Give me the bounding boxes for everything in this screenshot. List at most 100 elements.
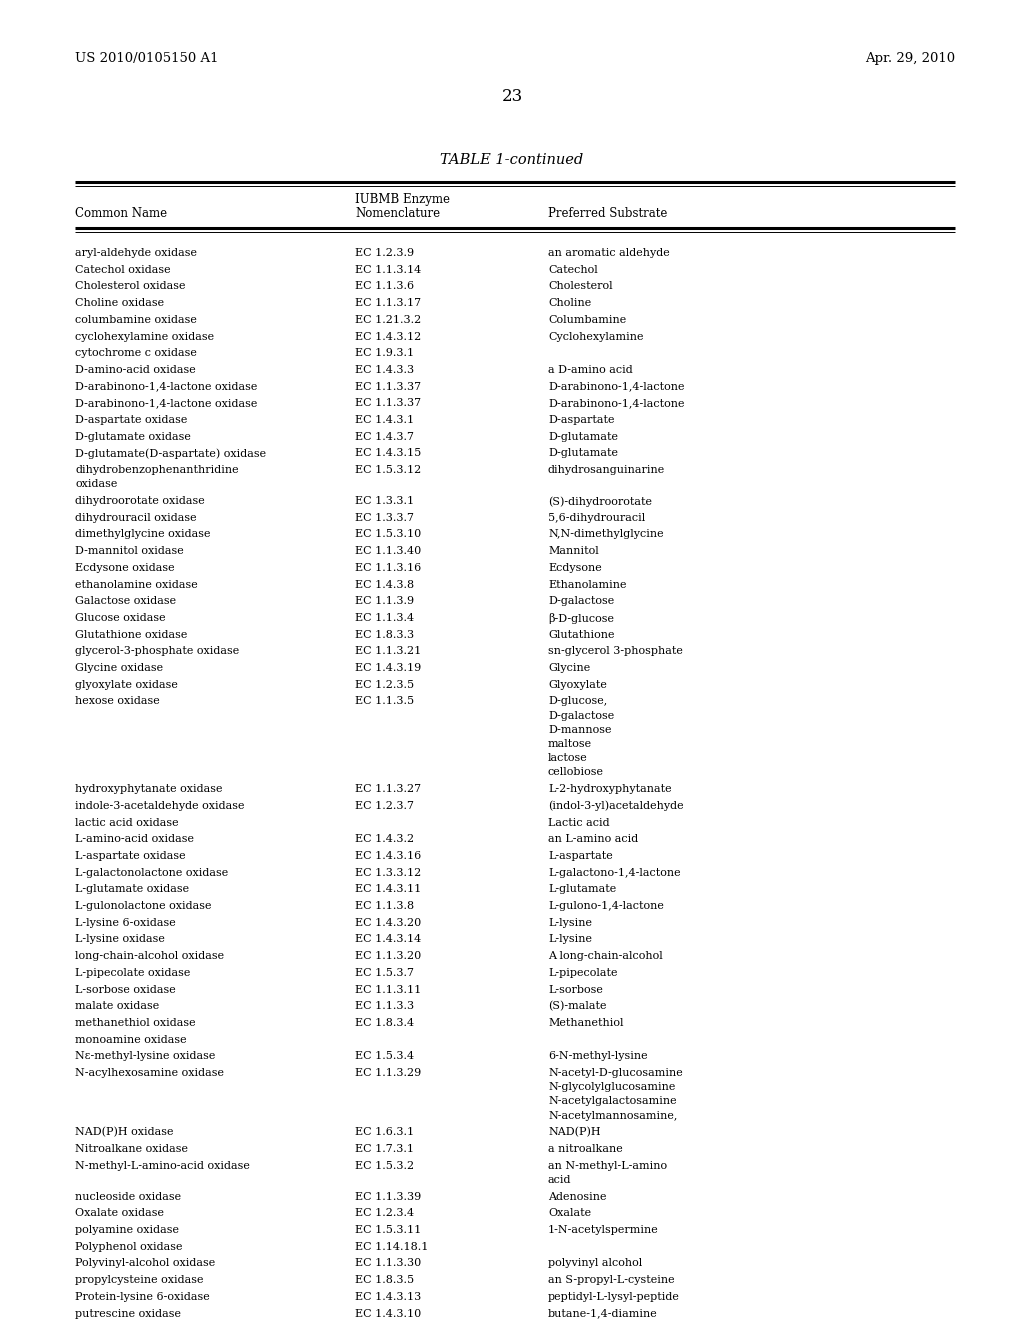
- Text: nucleoside oxidase: nucleoside oxidase: [75, 1192, 181, 1201]
- Text: EC 1.4.3.3: EC 1.4.3.3: [355, 364, 414, 375]
- Text: Glycine: Glycine: [548, 663, 590, 673]
- Text: EC 1.7.3.1: EC 1.7.3.1: [355, 1144, 414, 1154]
- Text: Glyoxylate: Glyoxylate: [548, 680, 607, 690]
- Text: dihydrouracil oxidase: dihydrouracil oxidase: [75, 512, 197, 523]
- Text: L-glutamate oxidase: L-glutamate oxidase: [75, 884, 189, 895]
- Text: EC 1.14.18.1: EC 1.14.18.1: [355, 1242, 428, 1251]
- Text: EC 1.4.3.1: EC 1.4.3.1: [355, 414, 414, 425]
- Text: EC 1.1.3.3: EC 1.1.3.3: [355, 1001, 414, 1011]
- Text: EC 1.2.3.4: EC 1.2.3.4: [355, 1208, 414, 1218]
- Text: EC 1.1.3.5: EC 1.1.3.5: [355, 697, 414, 706]
- Text: butane-1,4-diamine: butane-1,4-diamine: [548, 1308, 657, 1319]
- Text: aryl-aldehyde oxidase: aryl-aldehyde oxidase: [75, 248, 197, 257]
- Text: EC 1.3.3.7: EC 1.3.3.7: [355, 512, 414, 523]
- Text: EC 1.5.3.2: EC 1.5.3.2: [355, 1160, 414, 1171]
- Text: indole-3-acetaldehyde oxidase: indole-3-acetaldehyde oxidase: [75, 801, 245, 810]
- Text: an S-propyl-L-cysteine: an S-propyl-L-cysteine: [548, 1275, 675, 1286]
- Text: EC 1.1.3.30: EC 1.1.3.30: [355, 1258, 421, 1269]
- Text: Mannitol: Mannitol: [548, 546, 599, 556]
- Text: L-gulonolactone oxidase: L-gulonolactone oxidase: [75, 902, 212, 911]
- Text: L-lysine oxidase: L-lysine oxidase: [75, 935, 165, 944]
- Text: N-acylhexosamine oxidase: N-acylhexosamine oxidase: [75, 1068, 224, 1078]
- Text: EC 1.4.3.2: EC 1.4.3.2: [355, 834, 414, 845]
- Text: EC 1.1.3.21: EC 1.1.3.21: [355, 647, 421, 656]
- Text: NAD(P)H: NAD(P)H: [548, 1127, 601, 1138]
- Text: Common Name: Common Name: [75, 207, 167, 220]
- Text: EC 1.3.3.12: EC 1.3.3.12: [355, 867, 421, 878]
- Text: methanethiol oxidase: methanethiol oxidase: [75, 1018, 196, 1028]
- Text: EC 1.4.3.19: EC 1.4.3.19: [355, 663, 421, 673]
- Text: A long-chain-alcohol: A long-chain-alcohol: [548, 952, 663, 961]
- Text: hydroxyphytanate oxidase: hydroxyphytanate oxidase: [75, 784, 222, 795]
- Text: N,N-dimethylglycine: N,N-dimethylglycine: [548, 529, 664, 540]
- Text: a nitroalkane: a nitroalkane: [548, 1144, 623, 1154]
- Text: L-pipecolate: L-pipecolate: [548, 968, 617, 978]
- Text: EC 1.4.3.12: EC 1.4.3.12: [355, 331, 421, 342]
- Text: Catechol oxidase: Catechol oxidase: [75, 265, 171, 275]
- Text: Choline oxidase: Choline oxidase: [75, 298, 164, 308]
- Text: D-glucose,: D-glucose,: [548, 697, 607, 706]
- Text: β-D-glucose: β-D-glucose: [548, 612, 614, 624]
- Text: EC 1.1.3.4: EC 1.1.3.4: [355, 612, 414, 623]
- Text: EC 1.1.3.20: EC 1.1.3.20: [355, 952, 421, 961]
- Text: EC 1.1.3.16: EC 1.1.3.16: [355, 562, 421, 573]
- Text: L-aspartate: L-aspartate: [548, 851, 612, 861]
- Text: D-arabinono-1,4-lactone oxidase: D-arabinono-1,4-lactone oxidase: [75, 399, 257, 408]
- Text: Cholesterol: Cholesterol: [548, 281, 612, 292]
- Text: L-galactonolactone oxidase: L-galactonolactone oxidase: [75, 867, 228, 878]
- Text: dihydrobenzophenanthridine: dihydrobenzophenanthridine: [75, 465, 239, 475]
- Text: acid: acid: [548, 1175, 571, 1185]
- Text: ethanolamine oxidase: ethanolamine oxidase: [75, 579, 198, 590]
- Text: EC 1.4.3.13: EC 1.4.3.13: [355, 1292, 421, 1302]
- Text: Choline: Choline: [548, 298, 591, 308]
- Text: Galactose oxidase: Galactose oxidase: [75, 597, 176, 606]
- Text: EC 1.3.3.1: EC 1.3.3.1: [355, 496, 414, 506]
- Text: Nitroalkane oxidase: Nitroalkane oxidase: [75, 1144, 188, 1154]
- Text: EC 1.4.3.8: EC 1.4.3.8: [355, 579, 414, 590]
- Text: EC 1.4.3.20: EC 1.4.3.20: [355, 917, 421, 928]
- Text: 6-N-methyl-lysine: 6-N-methyl-lysine: [548, 1051, 647, 1061]
- Text: EC 1.4.3.16: EC 1.4.3.16: [355, 851, 421, 861]
- Text: dimethylglycine oxidase: dimethylglycine oxidase: [75, 529, 211, 540]
- Text: N-acetylgalactosamine: N-acetylgalactosamine: [548, 1097, 677, 1106]
- Text: D-arabinono-1,4-lactone oxidase: D-arabinono-1,4-lactone oxidase: [75, 381, 257, 392]
- Text: Cyclohexylamine: Cyclohexylamine: [548, 331, 643, 342]
- Text: N-acetylmannosamine,: N-acetylmannosamine,: [548, 1110, 677, 1121]
- Text: N-methyl-L-amino-acid oxidase: N-methyl-L-amino-acid oxidase: [75, 1160, 250, 1171]
- Text: TABLE 1-continued: TABLE 1-continued: [440, 153, 584, 168]
- Text: an N-methyl-L-amino: an N-methyl-L-amino: [548, 1160, 667, 1171]
- Text: L-gulono-1,4-lactone: L-gulono-1,4-lactone: [548, 902, 664, 911]
- Text: sn-glycerol 3-phosphate: sn-glycerol 3-phosphate: [548, 647, 683, 656]
- Text: Polyvinyl-alcohol oxidase: Polyvinyl-alcohol oxidase: [75, 1258, 215, 1269]
- Text: D-mannose: D-mannose: [548, 725, 611, 735]
- Text: Adenosine: Adenosine: [548, 1192, 606, 1201]
- Text: IUBMB Enzyme: IUBMB Enzyme: [355, 193, 450, 206]
- Text: EC 1.1.3.37: EC 1.1.3.37: [355, 399, 421, 408]
- Text: D-glutamate oxidase: D-glutamate oxidase: [75, 432, 190, 442]
- Text: Nε-methyl-lysine oxidase: Nε-methyl-lysine oxidase: [75, 1051, 215, 1061]
- Text: 23: 23: [502, 88, 522, 106]
- Text: NAD(P)H oxidase: NAD(P)H oxidase: [75, 1127, 173, 1138]
- Text: propylcysteine oxidase: propylcysteine oxidase: [75, 1275, 204, 1286]
- Text: 5,6-dihydrouracil: 5,6-dihydrouracil: [548, 512, 645, 523]
- Text: 1-N-acetylspermine: 1-N-acetylspermine: [548, 1225, 658, 1236]
- Text: EC 1.8.3.4: EC 1.8.3.4: [355, 1018, 414, 1028]
- Text: EC 1.1.3.11: EC 1.1.3.11: [355, 985, 421, 994]
- Text: Ecdysone oxidase: Ecdysone oxidase: [75, 562, 175, 573]
- Text: EC 1.5.3.12: EC 1.5.3.12: [355, 465, 421, 475]
- Text: EC 1.1.3.39: EC 1.1.3.39: [355, 1192, 421, 1201]
- Text: EC 1.1.3.40: EC 1.1.3.40: [355, 546, 421, 556]
- Text: (S)-dihydroorotate: (S)-dihydroorotate: [548, 496, 652, 507]
- Text: lactose: lactose: [548, 754, 588, 763]
- Text: L-sorbose: L-sorbose: [548, 985, 603, 994]
- Text: EC 1.5.3.7: EC 1.5.3.7: [355, 968, 414, 978]
- Text: EC 1.5.3.4: EC 1.5.3.4: [355, 1051, 414, 1061]
- Text: (S)-malate: (S)-malate: [548, 1001, 606, 1011]
- Text: EC 1.1.3.27: EC 1.1.3.27: [355, 784, 421, 795]
- Text: L-lysine: L-lysine: [548, 917, 592, 928]
- Text: EC 1.8.3.3: EC 1.8.3.3: [355, 630, 414, 640]
- Text: lactic acid oxidase: lactic acid oxidase: [75, 817, 178, 828]
- Text: EC 1.4.3.14: EC 1.4.3.14: [355, 935, 421, 944]
- Text: D-galactose: D-galactose: [548, 597, 614, 606]
- Text: EC 1.5.3.10: EC 1.5.3.10: [355, 529, 421, 540]
